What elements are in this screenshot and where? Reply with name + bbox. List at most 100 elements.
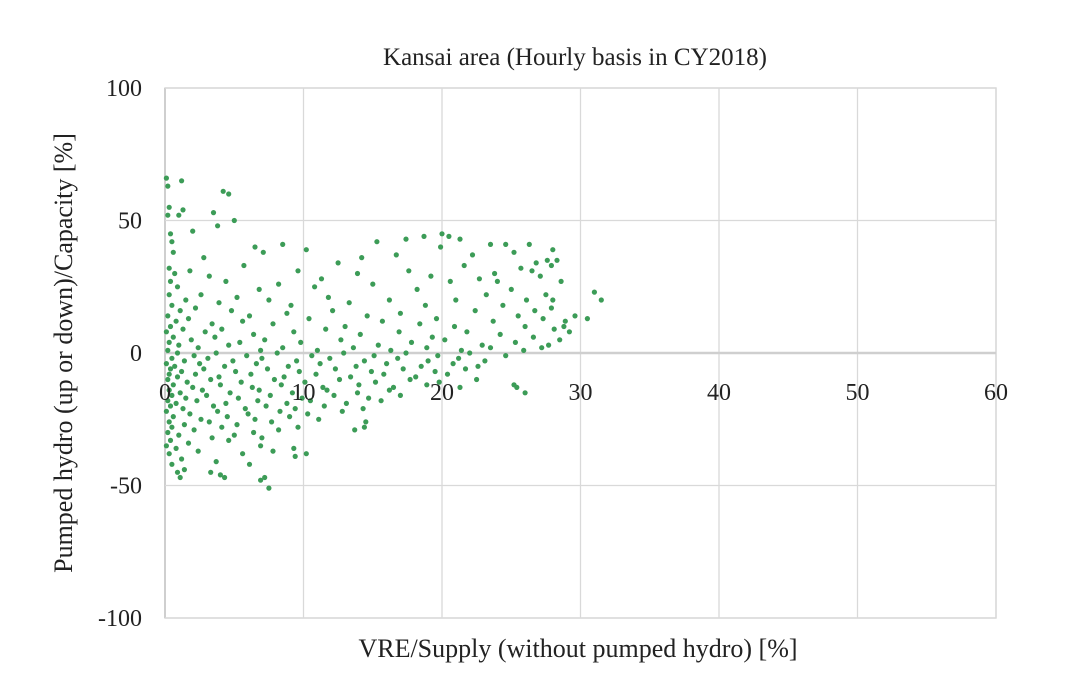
- x-tick-label: 60: [984, 380, 1008, 406]
- data-point: [397, 310, 403, 316]
- data-point: [285, 363, 291, 369]
- data-point: [165, 347, 171, 353]
- data-point: [281, 374, 287, 380]
- data-point: [198, 416, 204, 422]
- data-point: [271, 376, 277, 383]
- data-point: [237, 339, 243, 345]
- data-point: [177, 474, 183, 481]
- data-point: [201, 255, 207, 261]
- data-point: [235, 395, 241, 401]
- data-point: [487, 241, 494, 247]
- data-point: [332, 366, 338, 372]
- data-point: [336, 376, 343, 383]
- data-point: [353, 363, 359, 369]
- data-points: [163, 175, 604, 491]
- data-point: [539, 345, 545, 351]
- data-point: [548, 262, 555, 269]
- data-point: [400, 366, 406, 372]
- data-point: [303, 247, 309, 253]
- data-point: [417, 321, 423, 327]
- data-point: [317, 361, 323, 367]
- data-point: [292, 406, 298, 412]
- data-point: [374, 239, 380, 245]
- data-point: [241, 262, 247, 269]
- data-point: [313, 371, 319, 377]
- data-point: [303, 451, 309, 457]
- data-point: [192, 305, 199, 311]
- data-point: [213, 459, 219, 465]
- data-point: [280, 345, 286, 351]
- data-point: [561, 323, 567, 330]
- data-point: [166, 387, 172, 393]
- data-point: [591, 289, 598, 295]
- data-point: [518, 265, 524, 271]
- data-point: [181, 422, 187, 428]
- data-point: [264, 366, 271, 372]
- data-point: [179, 368, 185, 375]
- data-point: [252, 244, 258, 250]
- data-point: [183, 297, 189, 303]
- data-point: [166, 292, 172, 298]
- data-point: [572, 313, 578, 319]
- data-point: [212, 334, 218, 340]
- data-point: [368, 368, 374, 375]
- data-point: [208, 469, 214, 475]
- data-point: [276, 281, 282, 287]
- data-point: [216, 374, 222, 380]
- y-tick-label: -50: [110, 474, 142, 500]
- data-point: [173, 445, 179, 451]
- data-point: [444, 371, 451, 377]
- data-point: [464, 329, 470, 335]
- data-point: [227, 390, 233, 396]
- data-point: [167, 231, 174, 237]
- data-point: [246, 461, 253, 467]
- data-point: [544, 257, 550, 263]
- data-point: [550, 247, 556, 253]
- data-point: [296, 368, 302, 375]
- data-point: [461, 262, 467, 269]
- data-point: [321, 403, 327, 409]
- data-point: [263, 403, 269, 409]
- tick-labels: 0 10 20 30 40 50 60 100 50 0 -50 -100: [98, 76, 1008, 632]
- data-point: [543, 292, 549, 298]
- data-point: [407, 376, 413, 383]
- data-point: [169, 392, 175, 398]
- data-point: [191, 353, 197, 359]
- data-point: [174, 284, 181, 290]
- data-point: [209, 321, 215, 327]
- data-point: [475, 363, 481, 369]
- data-point: [258, 347, 264, 353]
- data-point: [198, 292, 204, 298]
- data-point: [167, 278, 174, 284]
- data-point: [320, 384, 326, 390]
- data-point: [169, 355, 175, 361]
- data-point: [343, 400, 349, 406]
- data-point: [234, 422, 240, 428]
- data-point: [233, 368, 239, 375]
- data-point: [354, 390, 361, 396]
- data-point: [453, 297, 459, 303]
- x-axis-label: VRE/Supply (without pumped hydro) [%]: [358, 634, 797, 663]
- data-point: [390, 384, 397, 390]
- data-point: [185, 316, 192, 322]
- x-tick-label: 30: [569, 380, 593, 406]
- data-point: [274, 350, 280, 356]
- data-point: [256, 286, 262, 292]
- data-point: [255, 398, 261, 404]
- data-point: [372, 379, 379, 385]
- data-point: [299, 395, 305, 401]
- data-point: [447, 278, 453, 284]
- data-point: [246, 313, 253, 319]
- data-point: [550, 297, 556, 303]
- data-point: [240, 318, 246, 324]
- data-point: [500, 302, 506, 308]
- data-point: [195, 448, 201, 454]
- data-point: [291, 329, 297, 335]
- data-point: [529, 268, 535, 274]
- data-point: [429, 334, 435, 340]
- data-point: [163, 361, 169, 367]
- data-point: [433, 316, 440, 322]
- data-point: [442, 337, 448, 343]
